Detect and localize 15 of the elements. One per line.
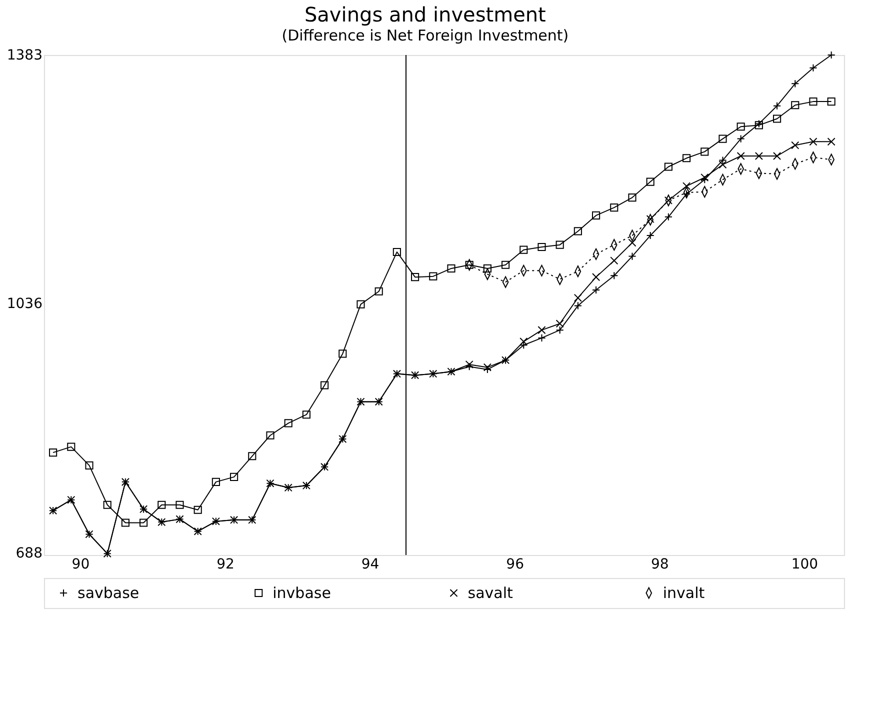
y-tick-label: 688 xyxy=(16,545,42,562)
x-tick-label: 98 xyxy=(650,556,669,572)
x-tick-label: 100 xyxy=(791,556,818,572)
legend-label: savbase xyxy=(78,584,140,602)
x-tick-label: 92 xyxy=(216,556,234,572)
x-tick-label: 94 xyxy=(361,556,380,572)
y-tick-label: 1036 xyxy=(6,296,43,312)
legend-label: invalt xyxy=(662,584,705,602)
chart-subtitle: (Difference is Net Foreign Investment) xyxy=(282,26,569,44)
x-tick-label: 96 xyxy=(506,556,524,572)
x-tick-label: 90 xyxy=(72,556,90,572)
chart-title: Savings and investment xyxy=(304,2,546,26)
legend-label: savalt xyxy=(468,584,513,602)
legend-label: invbase xyxy=(272,584,331,602)
y-tick-label: 1383 xyxy=(6,48,42,64)
